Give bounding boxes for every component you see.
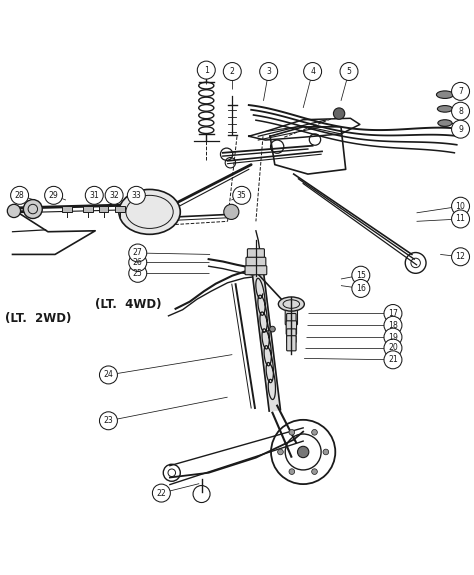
Circle shape (289, 469, 295, 474)
FancyBboxPatch shape (285, 300, 298, 325)
Text: 19: 19 (388, 332, 398, 342)
Circle shape (384, 351, 402, 369)
Bar (62, 206, 72, 212)
Polygon shape (253, 275, 281, 411)
Circle shape (23, 200, 42, 218)
FancyBboxPatch shape (245, 266, 267, 275)
Circle shape (452, 210, 470, 228)
Bar (99, 206, 109, 212)
Text: 31: 31 (89, 191, 99, 200)
Text: 1: 1 (204, 66, 209, 75)
Circle shape (100, 412, 118, 430)
Circle shape (352, 266, 370, 284)
Text: 17: 17 (388, 309, 398, 318)
Text: 7: 7 (458, 87, 463, 96)
Circle shape (270, 326, 275, 332)
Circle shape (197, 61, 215, 79)
Circle shape (289, 430, 295, 435)
Circle shape (384, 339, 402, 357)
Ellipse shape (438, 120, 452, 126)
Text: 5: 5 (346, 67, 351, 76)
FancyBboxPatch shape (246, 257, 266, 266)
Text: 33: 33 (131, 191, 141, 200)
Bar (83, 206, 93, 212)
Circle shape (128, 186, 146, 204)
Text: 3: 3 (266, 67, 271, 76)
Text: 26: 26 (133, 258, 143, 267)
Text: 16: 16 (356, 284, 366, 293)
Text: 32: 32 (109, 191, 119, 200)
Circle shape (312, 430, 318, 435)
Circle shape (384, 305, 402, 323)
Text: 24: 24 (103, 370, 113, 380)
Text: 10: 10 (456, 202, 465, 210)
Text: 29: 29 (49, 191, 58, 200)
Text: 18: 18 (388, 321, 398, 330)
Text: (LT.  4WD): (LT. 4WD) (95, 298, 162, 311)
Circle shape (352, 279, 370, 297)
Circle shape (223, 63, 241, 80)
Text: 27: 27 (133, 248, 143, 258)
Circle shape (452, 102, 470, 120)
Circle shape (384, 328, 402, 346)
Circle shape (260, 63, 278, 80)
Circle shape (452, 120, 470, 138)
Text: 4: 4 (310, 67, 315, 76)
Circle shape (452, 248, 470, 266)
Text: 22: 22 (156, 489, 166, 497)
Text: 35: 35 (237, 191, 246, 200)
Circle shape (384, 316, 402, 334)
Circle shape (298, 446, 309, 458)
Text: 9: 9 (458, 125, 463, 133)
Circle shape (7, 204, 20, 217)
FancyBboxPatch shape (287, 329, 296, 343)
Circle shape (100, 366, 118, 384)
Circle shape (452, 82, 470, 101)
Circle shape (129, 264, 147, 282)
Text: 25: 25 (133, 269, 143, 278)
Text: 28: 28 (15, 191, 25, 200)
Circle shape (323, 449, 328, 455)
Ellipse shape (438, 106, 453, 112)
Circle shape (333, 108, 345, 119)
Text: 2: 2 (230, 67, 235, 76)
Circle shape (45, 186, 63, 204)
Circle shape (312, 469, 318, 474)
Text: 11: 11 (456, 214, 465, 224)
Text: 21: 21 (388, 355, 398, 365)
Bar (115, 206, 125, 212)
Circle shape (452, 197, 470, 215)
Text: 8: 8 (458, 107, 463, 116)
Text: 15: 15 (356, 271, 366, 279)
FancyBboxPatch shape (287, 336, 296, 351)
Ellipse shape (278, 297, 304, 311)
Circle shape (85, 186, 103, 204)
Text: (LT.  2WD): (LT. 2WD) (5, 312, 72, 325)
FancyBboxPatch shape (247, 249, 264, 258)
Text: 12: 12 (456, 252, 465, 261)
Ellipse shape (437, 91, 454, 98)
Circle shape (129, 244, 147, 262)
Circle shape (340, 63, 358, 80)
Circle shape (153, 484, 170, 502)
Text: 20: 20 (388, 343, 398, 352)
Text: 23: 23 (104, 416, 113, 426)
FancyBboxPatch shape (287, 313, 296, 329)
Circle shape (224, 204, 239, 220)
Ellipse shape (119, 189, 180, 235)
FancyBboxPatch shape (286, 321, 297, 335)
Circle shape (278, 449, 283, 455)
Circle shape (233, 186, 251, 204)
Circle shape (105, 186, 123, 204)
Circle shape (129, 254, 147, 271)
Circle shape (304, 63, 321, 80)
Circle shape (10, 186, 28, 204)
